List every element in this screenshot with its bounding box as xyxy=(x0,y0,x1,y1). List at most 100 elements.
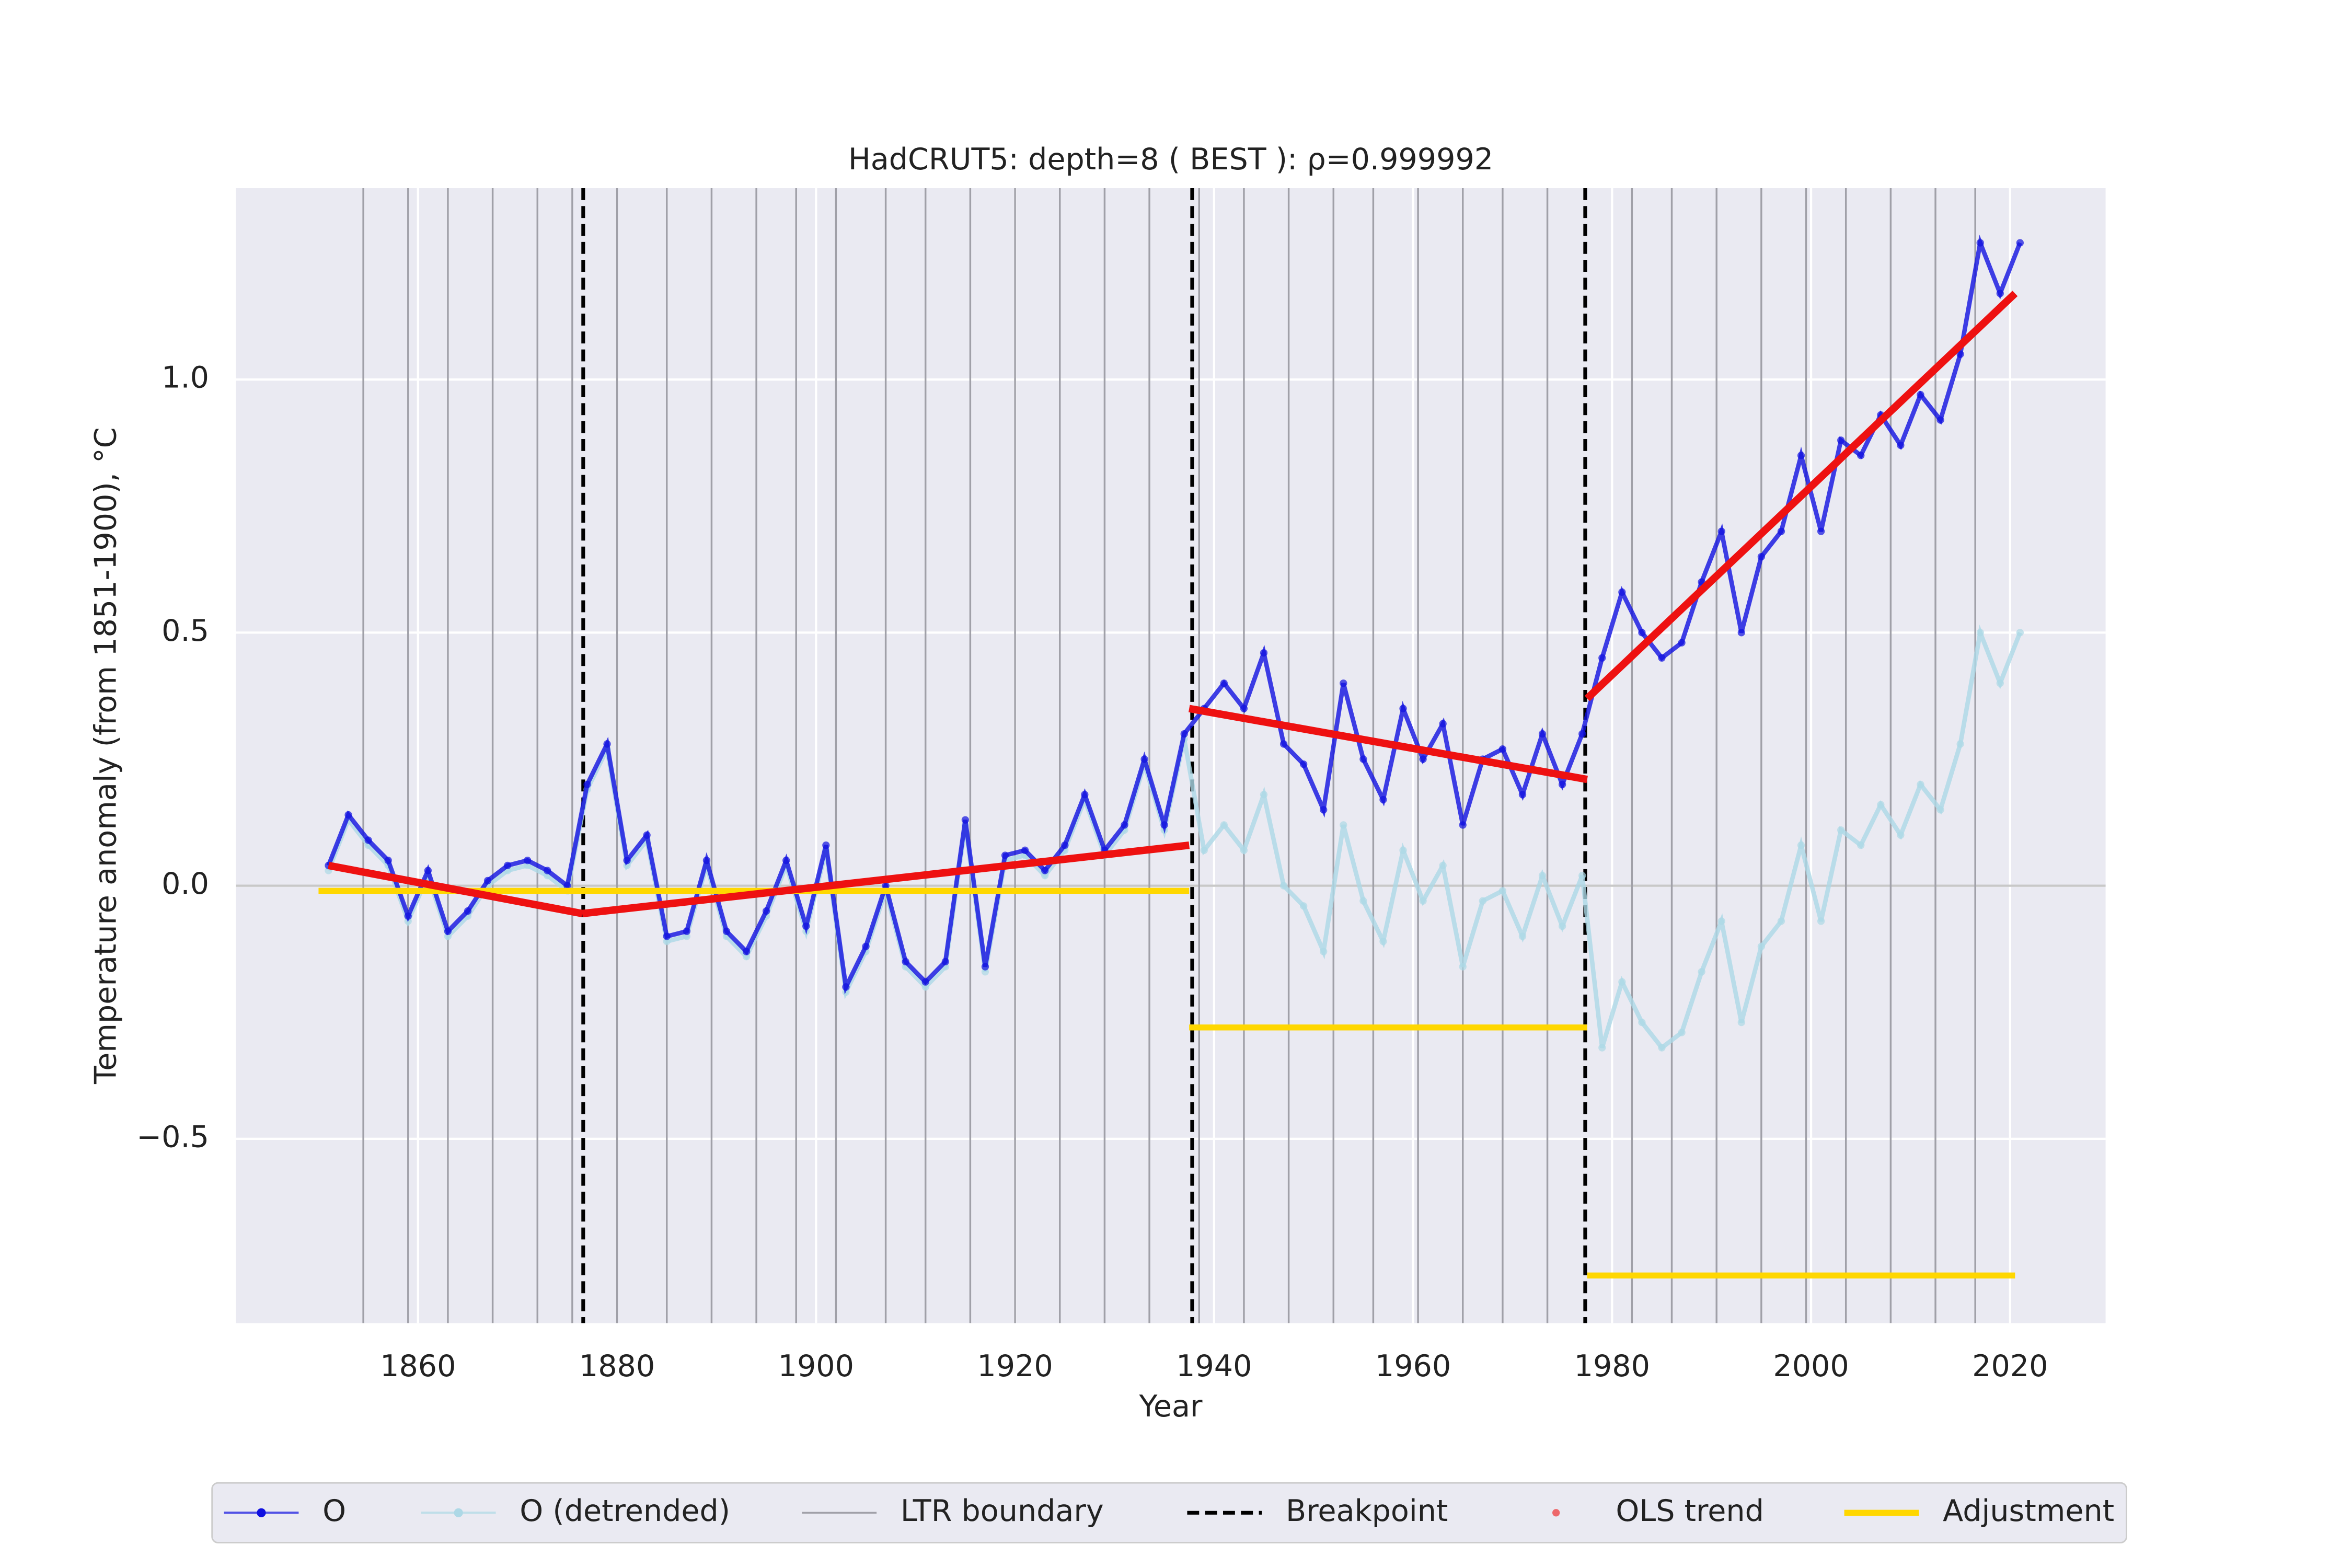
point xyxy=(862,942,870,950)
point xyxy=(941,958,949,966)
point xyxy=(1618,978,1626,986)
plot-area xyxy=(236,188,2106,1323)
point xyxy=(1817,527,1825,535)
point xyxy=(1459,963,1467,971)
point xyxy=(981,963,989,971)
y-tick-label: 0.0 xyxy=(162,867,209,901)
point xyxy=(1041,867,1049,874)
x-tick-label: 1940 xyxy=(1176,1349,1252,1383)
point xyxy=(1260,649,1268,657)
point xyxy=(822,841,830,849)
series-line xyxy=(326,234,2022,995)
point xyxy=(1976,629,1984,637)
point xyxy=(1638,629,1646,637)
point xyxy=(1359,755,1367,763)
point xyxy=(1717,527,1725,535)
point xyxy=(404,912,412,920)
point xyxy=(1757,942,1766,950)
point xyxy=(1439,861,1447,870)
point xyxy=(1021,846,1029,854)
x-tick-label: 1880 xyxy=(579,1349,655,1383)
point xyxy=(1279,740,1288,748)
y-axis-label: Temperature anomaly (from 1851-1900), °C xyxy=(88,427,123,1084)
point xyxy=(364,836,372,844)
point xyxy=(1001,851,1009,859)
point xyxy=(1180,730,1188,738)
point xyxy=(802,922,810,930)
legend-label: Adjustment xyxy=(1943,1494,2114,1528)
legend-label: O xyxy=(322,1494,346,1528)
point xyxy=(1300,760,1308,768)
point xyxy=(1598,654,1606,662)
point xyxy=(1240,705,1248,712)
point xyxy=(1857,841,1865,849)
point xyxy=(1459,821,1467,829)
point xyxy=(882,882,890,890)
point xyxy=(1419,755,1427,763)
point xyxy=(683,927,690,935)
y-tick-label: −0.5 xyxy=(136,1120,209,1154)
point xyxy=(1140,755,1148,763)
point xyxy=(1996,290,2004,297)
point xyxy=(1320,948,1328,955)
point xyxy=(702,857,711,864)
x-tick-label: 1980 xyxy=(1574,1349,1650,1383)
point xyxy=(1797,452,1805,459)
point xyxy=(1857,452,1865,459)
y-tick-label: 1.0 xyxy=(162,361,209,395)
point xyxy=(1817,917,1825,925)
point xyxy=(782,857,790,864)
point xyxy=(1379,795,1387,804)
point xyxy=(1200,846,1208,854)
trend-segment xyxy=(582,841,1190,917)
point xyxy=(384,857,392,864)
point xyxy=(1897,831,1905,839)
point xyxy=(1399,846,1407,854)
x-tick-label: 1860 xyxy=(380,1349,456,1383)
point xyxy=(742,948,751,955)
point xyxy=(483,877,492,885)
point xyxy=(1160,821,1168,829)
point xyxy=(643,831,651,839)
point xyxy=(1061,841,1069,849)
trend-segment xyxy=(1188,705,1588,783)
point xyxy=(842,983,850,991)
x-tick-label: 1920 xyxy=(977,1349,1053,1383)
point xyxy=(1678,639,1686,647)
point xyxy=(544,867,551,874)
point xyxy=(921,978,929,986)
point xyxy=(1300,902,1308,910)
point xyxy=(1121,821,1128,829)
x-tick-label: 1900 xyxy=(778,1349,854,1383)
x-tick-label: 2000 xyxy=(1773,1349,1849,1383)
point xyxy=(1698,968,1705,976)
point xyxy=(1220,679,1228,687)
point xyxy=(424,867,432,874)
point xyxy=(1240,846,1248,854)
point xyxy=(1538,730,1547,738)
point xyxy=(1538,872,1547,880)
point xyxy=(344,811,352,819)
trend-segment xyxy=(1584,291,2018,701)
point xyxy=(1837,436,1845,444)
point xyxy=(1578,872,1586,880)
point xyxy=(1936,806,1944,814)
point xyxy=(1638,1018,1646,1027)
point xyxy=(1320,806,1328,814)
point xyxy=(1737,1018,1745,1027)
point xyxy=(1757,552,1766,561)
point xyxy=(1379,938,1387,946)
point xyxy=(1558,780,1566,789)
point xyxy=(1340,821,1347,829)
point xyxy=(1658,1044,1666,1052)
point xyxy=(1837,826,1845,834)
point xyxy=(1419,897,1427,905)
x-tick-label: 1960 xyxy=(1375,1349,1451,1383)
point xyxy=(1717,917,1725,925)
point xyxy=(563,882,571,890)
point xyxy=(1956,350,1964,358)
point xyxy=(1399,705,1407,712)
point xyxy=(1797,841,1805,849)
legend-handle xyxy=(454,1508,463,1517)
